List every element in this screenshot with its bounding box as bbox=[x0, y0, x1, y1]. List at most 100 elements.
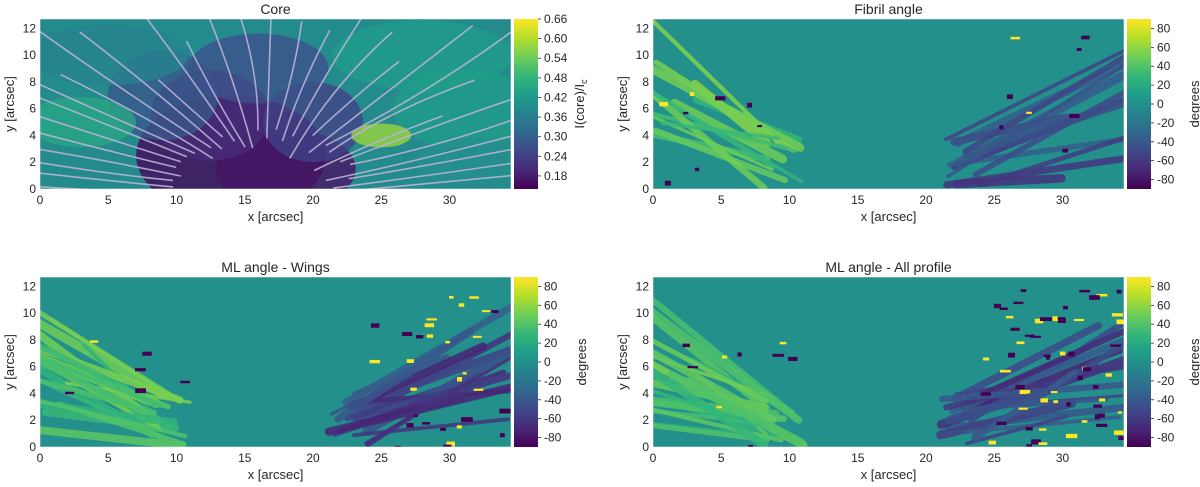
x-tick-label: 30 bbox=[443, 451, 457, 465]
y-tick-label: 6 bbox=[29, 360, 36, 374]
y-tick-label: 2 bbox=[642, 413, 649, 427]
angle-speckle bbox=[664, 180, 671, 186]
y-tick-label: 12 bbox=[636, 21, 650, 35]
contour-line bbox=[325, 135, 511, 182]
angle-speckle bbox=[1052, 316, 1058, 322]
y-tick-label: 6 bbox=[642, 360, 649, 374]
colorbar bbox=[1127, 277, 1151, 447]
colorbar-tick-label: 60 bbox=[544, 298, 558, 312]
y-tick-label: 8 bbox=[29, 75, 36, 89]
angle-speckle bbox=[1073, 318, 1085, 322]
angle-speckle bbox=[1079, 289, 1090, 293]
fibril-negative bbox=[953, 69, 1124, 168]
colorbar-tick-label: 0.54 bbox=[544, 51, 568, 65]
angle-speckle bbox=[1018, 407, 1028, 410]
fibril-positive bbox=[653, 64, 805, 152]
fibril-positive bbox=[653, 367, 769, 447]
colorbar-tick-label: -80 bbox=[1157, 431, 1175, 445]
intensity-region bbox=[40, 97, 136, 148]
angle-speckle bbox=[426, 334, 434, 338]
angle-speckle bbox=[999, 369, 1011, 373]
angle-speckle bbox=[1019, 391, 1027, 395]
x-tick-label: 30 bbox=[1056, 193, 1070, 207]
angle-speckle bbox=[980, 392, 991, 396]
angle-speckle bbox=[456, 377, 463, 382]
colorbar-label-main: degrees bbox=[1187, 338, 1200, 385]
colorbar-tick-label: 0 bbox=[544, 355, 551, 369]
colorbar-tick-label: -40 bbox=[1157, 135, 1175, 149]
angle-speckle bbox=[1031, 439, 1041, 445]
contour-line bbox=[185, 40, 246, 148]
angle-speckle bbox=[1016, 341, 1025, 345]
y-tick-label: 2 bbox=[642, 155, 649, 169]
angle-speckle bbox=[491, 310, 499, 314]
fibril-negative bbox=[334, 328, 474, 423]
heatmap-image bbox=[40, 277, 511, 447]
y-tick-label: 8 bbox=[642, 333, 649, 347]
x-tick-label: 10 bbox=[783, 193, 797, 207]
angle-speckle bbox=[1007, 94, 1013, 100]
contour-line bbox=[60, 73, 214, 160]
intensity-region bbox=[416, 137, 511, 188]
y-axis-label: y [arcsec] bbox=[2, 334, 17, 390]
contour-line bbox=[349, 119, 511, 166]
y-tick-label: 10 bbox=[23, 306, 37, 320]
angle-speckle bbox=[1062, 148, 1069, 153]
angle-speckle bbox=[1096, 423, 1108, 427]
fibril-positive bbox=[40, 355, 164, 408]
x-tick-label: 15 bbox=[851, 193, 865, 207]
fibril-negative bbox=[946, 136, 1124, 168]
angle-speckle bbox=[90, 340, 99, 343]
angle-speckle bbox=[481, 310, 491, 313]
fibril-negative bbox=[329, 373, 413, 416]
contour-line bbox=[308, 24, 474, 154]
contour-line bbox=[208, 19, 254, 149]
chart-title: ML angle - All profile bbox=[825, 259, 952, 275]
angle-speckle bbox=[142, 351, 152, 356]
colorbar-label: I(core)/Ic bbox=[572, 79, 589, 129]
contour-line bbox=[40, 83, 196, 155]
fibril-positive bbox=[40, 377, 157, 416]
panel-2: Fibril angle 0 5 10 15 20 25 30 0 2 4 6 8 10 12 x [arcs… bbox=[615, 1, 1200, 224]
x-axis-label: x [arcsec] bbox=[248, 209, 304, 224]
x-tick-label: 5 bbox=[718, 193, 725, 207]
colorbar bbox=[514, 277, 538, 447]
angle-speckle bbox=[982, 357, 990, 361]
angle-speckle bbox=[1116, 319, 1124, 325]
angle-speckle bbox=[1038, 442, 1048, 445]
x-tick-label: 25 bbox=[375, 451, 389, 465]
colorbar-label: degrees bbox=[1187, 80, 1200, 127]
y-tick-label: 0 bbox=[29, 440, 36, 454]
angle-speckle bbox=[1039, 317, 1052, 322]
colorbar-tick-label: 60 bbox=[1157, 298, 1171, 312]
colorbar-label-main: I(core)/I bbox=[572, 84, 587, 129]
contour-line bbox=[281, 29, 331, 142]
panel-3: ML angle - Wings 0 5 10 15 20 25 30 0 2 4 6 8 10 12 x [… bbox=[2, 259, 589, 482]
fibril-negative bbox=[364, 355, 511, 445]
angle-speckle bbox=[993, 303, 1002, 309]
fibril-negative bbox=[950, 113, 1071, 146]
fibril-positive bbox=[653, 423, 770, 443]
angle-speckle bbox=[1015, 384, 1025, 390]
angle-speckle bbox=[1111, 313, 1123, 317]
y-tick-label: 6 bbox=[642, 102, 649, 116]
colorbar-tick-label: 0.42 bbox=[544, 90, 568, 104]
fibril-positive bbox=[653, 115, 774, 172]
axes-frame bbox=[39, 276, 512, 448]
contour-line bbox=[312, 60, 400, 137]
colorbar-tick-label: 20 bbox=[544, 336, 558, 350]
fibril-negative bbox=[352, 417, 511, 438]
angle-speckle bbox=[747, 102, 752, 108]
angle-speckle bbox=[1068, 351, 1075, 357]
fibril-negative bbox=[965, 327, 1124, 404]
angle-speckle bbox=[1093, 404, 1103, 408]
x-tick-label: 10 bbox=[170, 451, 184, 465]
x-tick-label: 10 bbox=[783, 451, 797, 465]
colorbar-label: degrees bbox=[574, 338, 589, 385]
y-tick-label: 8 bbox=[29, 333, 36, 347]
angle-speckle bbox=[445, 340, 451, 344]
angle-speckle bbox=[1082, 367, 1092, 372]
x-tick-label: 5 bbox=[105, 193, 112, 207]
angle-speckle bbox=[461, 417, 473, 422]
colorbar-tick-label: -40 bbox=[1157, 393, 1175, 407]
